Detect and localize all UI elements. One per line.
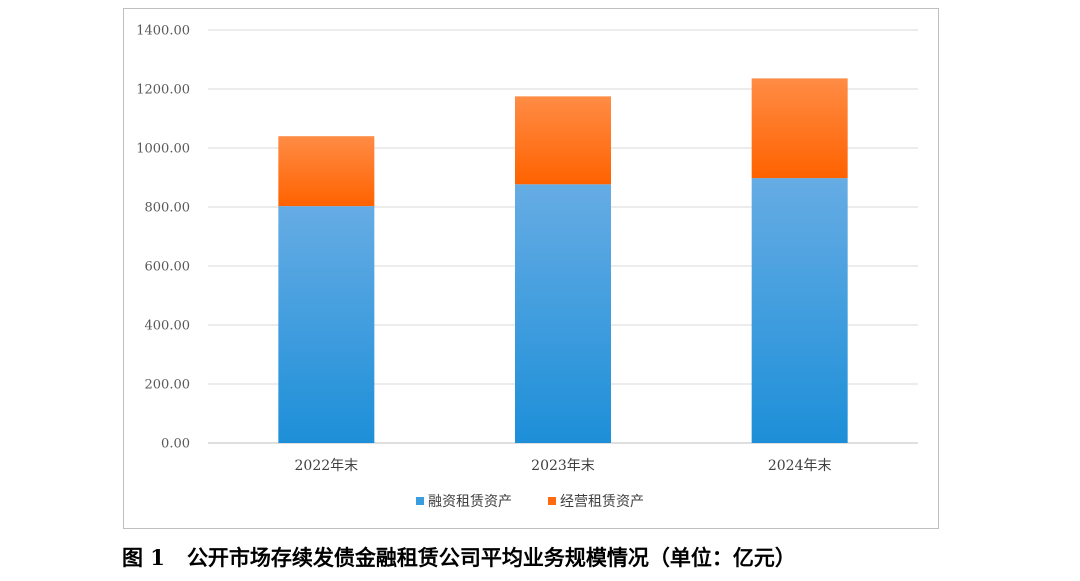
bar-segment [515, 96, 611, 185]
figure-number: 图 1 [122, 545, 165, 570]
legend-swatch [416, 497, 424, 505]
y-tick-label: 400.00 [145, 319, 191, 334]
x-category-label: 2022年末 [295, 458, 359, 474]
legend-label: 经营租赁资产 [560, 494, 644, 510]
bar-segment [278, 206, 375, 443]
y-tick-label: 1400.00 [136, 24, 190, 39]
y-tick-label: 1000.00 [136, 142, 190, 157]
y-tick-label: 0.00 [161, 437, 190, 452]
y-tick-label: 200.00 [145, 378, 191, 393]
bar-segment [515, 184, 611, 443]
legend-label: 融资租赁资产 [428, 494, 512, 510]
y-tick-label: 600.00 [145, 260, 191, 275]
bar-segment [278, 136, 375, 207]
x-category-label: 2024年末 [768, 458, 832, 474]
x-category-label: 2023年末 [531, 458, 595, 474]
bar-segment [751, 178, 848, 443]
stacked-bar-chart: 0.00 200.00 400.00 600.00 800.00 1000.00 1200.… [136, 24, 918, 510]
bar-segment [751, 78, 848, 179]
y-tick-label: 1200.00 [136, 83, 190, 98]
figure-caption-text: 公开市场存续发债金融租赁公司平均业务规模情况（单位：亿元） [186, 545, 796, 570]
y-tick-label: 800.00 [145, 201, 191, 216]
legend-swatch [548, 497, 556, 505]
figure-caption: 图 1 公开市场存续发债金融租赁公司平均业务规模情况（单位：亿元） [122, 542, 796, 572]
